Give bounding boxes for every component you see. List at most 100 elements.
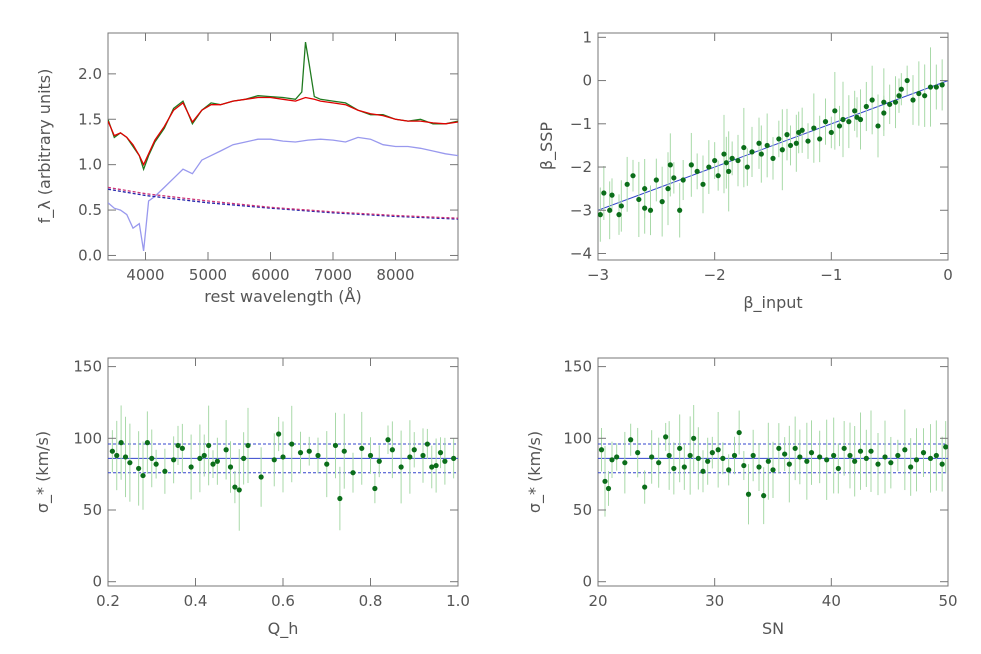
data-point bbox=[665, 186, 671, 192]
data-point bbox=[433, 462, 439, 469]
data-point bbox=[671, 175, 677, 181]
data-point bbox=[726, 168, 732, 174]
data-point bbox=[197, 455, 203, 461]
data-point bbox=[875, 123, 881, 129]
panel-spectrum: 4000 5000 6000 7000 8000 0.0 0.5 1.0 1.5 2.0 rest… bbox=[35, 32, 459, 306]
data-point bbox=[149, 455, 155, 461]
data-point bbox=[943, 444, 948, 450]
data-point bbox=[847, 452, 853, 459]
data-point bbox=[324, 461, 330, 467]
data-point bbox=[424, 441, 430, 447]
data-point bbox=[933, 84, 939, 90]
data-point bbox=[206, 442, 212, 449]
data-point bbox=[908, 464, 914, 470]
y-tick-label: 0 bbox=[582, 573, 592, 591]
panel-beta-marks bbox=[598, 47, 948, 242]
data-point bbox=[817, 136, 823, 142]
data-point bbox=[745, 491, 752, 497]
data-point bbox=[828, 129, 834, 136]
x-tick-label: 0.4 bbox=[184, 592, 208, 610]
data-point bbox=[411, 447, 417, 453]
data-point bbox=[136, 465, 142, 472]
panel-spectrum-xlabel: rest wavelength (Å) bbox=[204, 287, 361, 306]
data-point bbox=[609, 192, 615, 198]
data-point bbox=[721, 151, 727, 157]
panel-beta: −3 −2 −1 0 −4 −3 −2 −1 0 1 β_input β_SSP bbox=[537, 28, 953, 313]
data-point bbox=[869, 97, 875, 103]
data-point bbox=[315, 452, 321, 459]
data-point bbox=[663, 434, 669, 440]
x-tick-label: 0.6 bbox=[271, 592, 295, 610]
data-point bbox=[656, 460, 662, 466]
x-tick-label: 7000 bbox=[314, 266, 352, 284]
data-point bbox=[786, 461, 792, 467]
data-point bbox=[881, 99, 887, 105]
data-point bbox=[201, 452, 207, 459]
panel-sigma-qh: 0.2 0.4 0.6 0.8 1.0 0 50 100 150 Q_h σ_* (km/s) bbox=[33, 357, 470, 639]
x-tick-label: 0.2 bbox=[96, 592, 120, 610]
y-tick-label: 0.0 bbox=[78, 246, 102, 264]
data-point bbox=[726, 467, 732, 473]
data-point bbox=[705, 458, 711, 464]
data-point bbox=[895, 452, 901, 459]
data-point bbox=[659, 199, 665, 205]
panel-sigma-qh-ticks: 0.2 0.4 0.6 0.8 1.0 0 50 100 150 bbox=[73, 358, 470, 610]
data-point bbox=[609, 457, 615, 463]
data-point bbox=[913, 457, 920, 463]
data-point bbox=[653, 177, 659, 183]
data-point bbox=[214, 458, 220, 464]
x-tick-label: 30 bbox=[705, 592, 724, 610]
data-point bbox=[882, 454, 888, 460]
data-point bbox=[782, 451, 788, 457]
data-point bbox=[389, 447, 395, 453]
data-point bbox=[831, 452, 837, 459]
data-point bbox=[276, 431, 282, 437]
data-point bbox=[933, 452, 939, 459]
data-point bbox=[407, 454, 413, 460]
data-point bbox=[367, 452, 374, 459]
y-tick-label: −2 bbox=[570, 158, 592, 176]
data-point bbox=[832, 108, 838, 114]
panel-sigma-sn: 20 30 40 50 0 50 100 150 SN σ_* (km/s) bbox=[525, 357, 958, 638]
data-point bbox=[792, 445, 798, 451]
data-point bbox=[715, 447, 721, 453]
series-line bbox=[108, 96, 458, 167]
y-tick-label: −3 bbox=[570, 201, 592, 219]
x-tick-label: −2 bbox=[704, 266, 726, 284]
data-point bbox=[804, 458, 810, 464]
data-point bbox=[688, 162, 694, 168]
data-point bbox=[770, 155, 776, 161]
data-point bbox=[715, 173, 721, 179]
data-point bbox=[175, 442, 181, 449]
data-point bbox=[846, 119, 852, 125]
data-point bbox=[372, 485, 378, 492]
data-point bbox=[671, 465, 677, 472]
data-point bbox=[280, 454, 286, 460]
data-point bbox=[245, 442, 251, 449]
data-point bbox=[622, 460, 628, 466]
data-point bbox=[852, 108, 858, 114]
data-point bbox=[398, 464, 404, 470]
data-point bbox=[429, 464, 435, 470]
data-point bbox=[706, 164, 712, 170]
data-point bbox=[731, 452, 738, 459]
plot-area bbox=[598, 47, 948, 242]
data-point bbox=[642, 186, 648, 192]
data-point bbox=[162, 468, 168, 474]
data-point bbox=[306, 448, 312, 454]
data-point bbox=[618, 203, 624, 209]
x-tick-label: −1 bbox=[820, 266, 842, 284]
panel-beta-ticks: −3 −2 −1 0 −4 −3 −2 −1 0 1 bbox=[570, 28, 953, 284]
data-point bbox=[376, 458, 382, 464]
data-point bbox=[451, 455, 457, 461]
data-point bbox=[896, 93, 902, 99]
data-point bbox=[694, 168, 700, 174]
data-point bbox=[881, 110, 887, 116]
panel-sigma-sn-ticks: 20 30 40 50 0 50 100 150 bbox=[563, 358, 957, 610]
data-point bbox=[709, 450, 715, 456]
data-point bbox=[605, 485, 612, 492]
data-point bbox=[258, 474, 264, 480]
x-tick-label: 50 bbox=[938, 592, 957, 610]
data-point bbox=[756, 464, 762, 470]
data-point bbox=[144, 440, 150, 446]
